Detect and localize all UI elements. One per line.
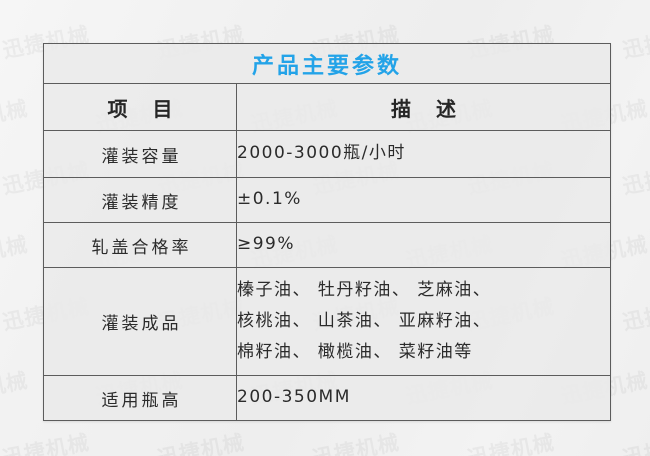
row-item-cell: 轧盖合格率 [43, 222, 237, 268]
row-description-value: 2000-3000瓶/小时 [237, 143, 406, 163]
row-description-cell: 2000-3000瓶/小时 [235, 130, 612, 178]
row-item-cell: 灌装容量 [43, 130, 237, 178]
column-header-description: 描 述 [235, 83, 612, 131]
page-title: 产品主要参数 [252, 53, 403, 79]
row-description-line: 棉籽油、 橄榄油、 菜籽油等 [237, 342, 473, 362]
watermark-text: 迅捷机械 [90, 0, 255, 22]
row-description-value: 200-350MM [237, 387, 351, 407]
row-item-label: 适用瓶高 [101, 390, 182, 411]
table-row: 灌装精度 ±0.1% [43, 177, 612, 223]
column-header-item-label: 项 目 [107, 96, 182, 121]
watermark-text: 迅捷机械 [616, 136, 650, 220]
row-description-value: ±0.1% [237, 189, 302, 209]
watermark-text: 迅捷机械 [245, 0, 410, 22]
table-row: 适用瓶高 200-350MM [43, 375, 612, 421]
table-header-row: 项 目 描 述 [43, 83, 612, 131]
row-description-cell: ±0.1% [235, 177, 612, 223]
row-item-label: 灌装精度 [101, 192, 182, 213]
table-row: 轧盖合格率 ≥99% [43, 222, 612, 268]
row-description-cell: 榛子油、 牡丹籽油、 芝麻油、 核桃油、 山茶油、 亚麻籽油、 棉籽油、 橄榄油… [235, 267, 612, 376]
watermark-text: 迅捷机械 [555, 0, 650, 22]
row-description-value: ≥99% [237, 234, 296, 254]
watermark-text: 迅捷机械 [400, 0, 565, 22]
row-description-cell: ≥99% [235, 222, 612, 268]
row-item-cell: 灌装成品 [43, 267, 237, 376]
row-item-label: 灌装容量 [101, 146, 182, 167]
product-parameters-table: 产品主要参数 项 目 描 述 灌装容量 2000-3000瓶/小时 [42, 43, 612, 421]
table-row: 灌装成品 榛子油、 牡丹籽油、 芝麻油、 核桃油、 山茶油、 亚麻籽油、 棉籽油… [43, 267, 612, 376]
column-header-item: 项 目 [43, 83, 237, 131]
row-item-label: 轧盖合格率 [91, 237, 192, 258]
row-description-cell: 200-350MM [235, 375, 612, 421]
row-item-cell: 适用瓶高 [43, 375, 237, 421]
watermark-text: 迅捷机械 [616, 408, 650, 456]
row-item-label: 灌装成品 [101, 314, 182, 334]
row-description-line: 核桃油、 山茶油、 亚麻籽油、 [237, 311, 492, 331]
watermark-text: 迅捷机械 [616, 272, 650, 356]
column-header-description-label: 描 述 [391, 96, 465, 121]
watermark-text: 迅捷机械 [616, 0, 650, 84]
row-description-line: 榛子油、 牡丹籽油、 芝麻油、 [237, 280, 492, 300]
table-row: 灌装容量 2000-3000瓶/小时 [43, 130, 612, 178]
table-title-row: 产品主要参数 [42, 43, 612, 84]
table-title-cell: 产品主要参数 [42, 43, 612, 84]
watermark-text: 迅捷机械 [0, 0, 100, 22]
row-item-cell: 灌装精度 [43, 177, 237, 223]
